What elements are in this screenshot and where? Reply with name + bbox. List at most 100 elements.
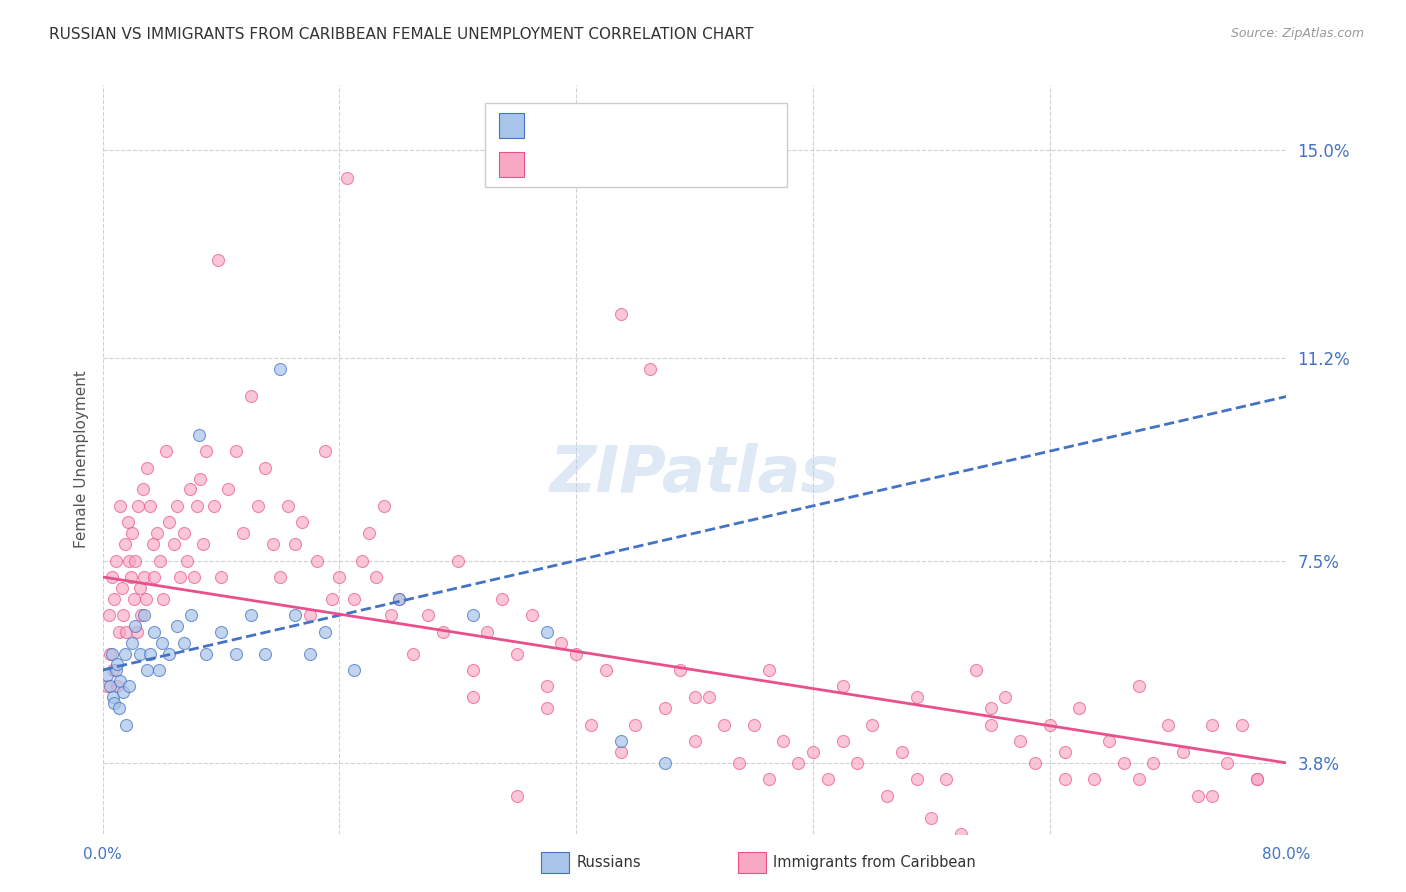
Point bbox=[920, 811, 942, 825]
Point bbox=[461, 690, 484, 705]
Point bbox=[125, 624, 148, 639]
Point bbox=[1039, 717, 1062, 731]
Point bbox=[787, 756, 810, 770]
Point bbox=[110, 499, 132, 513]
Point bbox=[166, 499, 188, 513]
Point bbox=[1128, 679, 1150, 693]
Point bbox=[269, 570, 291, 584]
Text: N =: N = bbox=[648, 118, 685, 133]
Point bbox=[139, 499, 162, 513]
Point bbox=[121, 526, 143, 541]
Point bbox=[209, 570, 232, 584]
Point bbox=[155, 444, 177, 458]
Point bbox=[152, 591, 174, 606]
Point bbox=[1157, 717, 1180, 731]
Point bbox=[831, 679, 853, 693]
Point bbox=[98, 647, 121, 661]
Point bbox=[846, 756, 869, 770]
Point bbox=[103, 591, 125, 606]
Point bbox=[124, 619, 146, 633]
Point bbox=[699, 690, 721, 705]
Point bbox=[120, 570, 142, 584]
Point bbox=[638, 362, 661, 376]
Text: R =: R = bbox=[536, 157, 572, 172]
Point bbox=[129, 608, 152, 623]
Point bbox=[801, 745, 824, 759]
Point bbox=[1024, 756, 1046, 770]
Point bbox=[111, 581, 134, 595]
Point bbox=[314, 624, 336, 639]
Point bbox=[193, 537, 215, 551]
Point bbox=[149, 553, 172, 567]
Point bbox=[136, 663, 159, 677]
Point bbox=[980, 701, 1002, 715]
Point bbox=[112, 608, 135, 623]
Point bbox=[100, 570, 122, 584]
Point bbox=[713, 717, 735, 731]
Point bbox=[284, 537, 307, 551]
Point bbox=[1010, 734, 1032, 748]
Point bbox=[1216, 756, 1239, 770]
Point bbox=[742, 717, 765, 731]
Text: Russians: Russians bbox=[576, 855, 641, 870]
Point bbox=[118, 553, 141, 567]
Point bbox=[104, 553, 127, 567]
Point bbox=[101, 663, 124, 677]
Point bbox=[343, 591, 366, 606]
Point bbox=[188, 471, 211, 485]
Point bbox=[550, 635, 572, 649]
Point bbox=[654, 701, 676, 715]
Point bbox=[98, 679, 121, 693]
Point bbox=[1201, 789, 1223, 803]
Point bbox=[118, 679, 141, 693]
Point bbox=[536, 701, 558, 715]
Point bbox=[817, 772, 839, 787]
Point bbox=[262, 537, 284, 551]
Point bbox=[166, 619, 188, 633]
Point bbox=[101, 690, 124, 705]
Point bbox=[284, 608, 307, 623]
Point bbox=[150, 635, 173, 649]
Point bbox=[117, 516, 139, 530]
Point bbox=[100, 647, 122, 661]
Text: R =: R = bbox=[536, 118, 581, 133]
Point bbox=[1187, 789, 1209, 803]
Point bbox=[121, 635, 143, 649]
Point bbox=[1201, 717, 1223, 731]
Text: 145: 145 bbox=[690, 157, 723, 172]
Point bbox=[565, 647, 588, 661]
Point bbox=[343, 663, 366, 677]
Point bbox=[728, 756, 751, 770]
Point bbox=[163, 537, 186, 551]
Point bbox=[388, 591, 411, 606]
Point bbox=[758, 772, 780, 787]
Point bbox=[179, 483, 201, 497]
Point bbox=[131, 483, 153, 497]
Point bbox=[418, 608, 440, 623]
Point bbox=[388, 591, 411, 606]
Point bbox=[112, 685, 135, 699]
Point bbox=[148, 663, 170, 677]
Point bbox=[180, 608, 202, 623]
Point bbox=[96, 679, 118, 693]
Point bbox=[905, 690, 928, 705]
Point bbox=[146, 526, 169, 541]
Point bbox=[143, 624, 166, 639]
Point bbox=[225, 444, 247, 458]
Point bbox=[357, 526, 380, 541]
Text: 0.253: 0.253 bbox=[578, 118, 626, 133]
Point bbox=[1230, 717, 1253, 731]
Point bbox=[108, 624, 131, 639]
Point bbox=[104, 663, 127, 677]
Point bbox=[173, 526, 195, 541]
Point bbox=[965, 663, 987, 677]
Point bbox=[195, 647, 218, 661]
Point bbox=[142, 537, 165, 551]
Point bbox=[114, 647, 136, 661]
Point bbox=[277, 499, 299, 513]
Text: -0.313: -0.313 bbox=[578, 157, 633, 172]
Point bbox=[1171, 745, 1194, 759]
Text: ZIPatlas: ZIPatlas bbox=[550, 443, 839, 506]
Point bbox=[654, 756, 676, 770]
Point bbox=[491, 591, 513, 606]
